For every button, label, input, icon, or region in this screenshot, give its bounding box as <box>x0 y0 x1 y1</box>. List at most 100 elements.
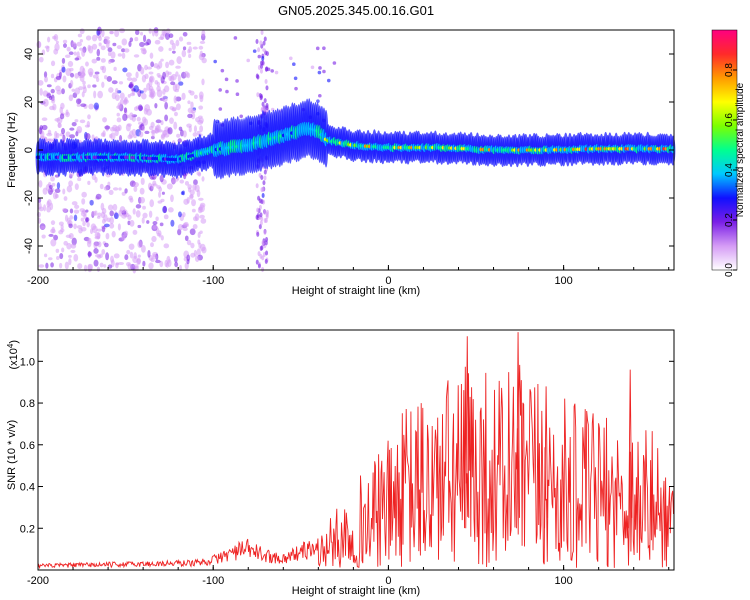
heatmap-sparse-dot <box>316 99 320 103</box>
heatmap-noise-blob <box>83 213 87 220</box>
heatmap-noise-blob <box>93 259 99 267</box>
heatmap-noise-blob <box>134 37 139 42</box>
heatmap-noise-blob <box>85 35 92 41</box>
heatmap-noise-blob <box>97 241 102 248</box>
heatmap-noise-blob <box>101 225 106 233</box>
heatmap-noise-blob <box>38 206 44 212</box>
heatmap-noise-blob <box>173 121 178 130</box>
heatmap-noise-blob <box>69 79 74 88</box>
heatmap-noise-blob <box>118 81 124 85</box>
heatmap-noise-blob <box>74 119 79 123</box>
heatmap-noise-blob <box>79 119 86 124</box>
snr-multiplier-base: (x10 <box>8 348 20 369</box>
heatmap-noise-blob <box>194 255 200 262</box>
heatmap-noise-blob <box>86 120 91 128</box>
heatmap-noise-blob <box>199 214 205 219</box>
heatmap-noise-blob <box>44 45 50 49</box>
heatmap-noise-blob <box>104 125 111 130</box>
heatmap-noise-blob <box>135 210 141 218</box>
colorbar: 0.0 0.2 0.4 0.6 0.8 Normalized spectral ampl… <box>711 29 746 277</box>
heatmap-noise-blob <box>137 240 143 249</box>
heatmap-noise-blob <box>171 50 176 54</box>
heatmap-noise-blob <box>118 135 123 142</box>
heatmap-noise-blob <box>96 56 101 61</box>
heatmap-noise-blob <box>190 101 194 109</box>
heatmap-noise-blob <box>103 36 110 40</box>
heatmap-noise-blob <box>169 39 174 45</box>
y-tick-label: 0.4 <box>20 482 35 494</box>
colorbar-tick-label: 0.4 <box>724 163 735 177</box>
heatmap-noise-blob <box>137 224 142 229</box>
heatmap-noise-blob <box>56 182 61 190</box>
heatmap-noise-blob <box>71 201 78 206</box>
heatmap-sparse-dot <box>294 86 298 91</box>
heatmap-noise-blob <box>149 199 154 208</box>
heatmap-noise-blob <box>186 72 191 79</box>
heatmap-streak-blob <box>262 180 266 186</box>
heatmap-noise-blob <box>144 130 150 135</box>
heatmap-noise-blob <box>194 213 200 221</box>
heatmap-noise-blob <box>189 228 196 236</box>
heatmap-noise-blob <box>144 64 148 71</box>
colorbar-tick-label: 0.2 <box>724 213 735 227</box>
heatmap-streak-blob <box>261 55 265 61</box>
heatmap-noise-blob <box>50 239 57 247</box>
heatmap-noise-blob <box>38 56 44 63</box>
heatmap-sparse-dot <box>233 36 238 40</box>
heatmap-streak-blob <box>261 101 265 107</box>
heatmap-sparse-dot <box>318 93 322 98</box>
heatmap-noise-blob <box>136 257 142 265</box>
heatmap-streak-blob <box>264 79 268 85</box>
heatmap-noise-blob <box>82 80 86 86</box>
heatmap-noise-blob <box>132 181 139 188</box>
heatmap-streak-blob <box>263 229 267 235</box>
heatmap-noise-blob <box>87 180 91 185</box>
heatmap-noise-blob <box>173 111 178 117</box>
heatmap-noise-blob <box>89 199 94 206</box>
heatmap-noise-blob <box>125 72 132 78</box>
heatmap-streak-blob <box>261 60 265 66</box>
heatmap-noise-blob <box>129 92 136 97</box>
heatmap-noise-blob <box>59 252 64 260</box>
heatmap-noise-blob <box>170 219 175 227</box>
heatmap-noise-blob <box>198 53 205 61</box>
heatmap-noise-blob <box>46 132 53 137</box>
colorbar-label: Normalized spectral amplitude <box>735 82 746 217</box>
heatmap-noise-blob <box>186 239 192 246</box>
heatmap-noise-blob <box>74 72 79 79</box>
heatmap-noise-blob <box>46 93 52 99</box>
heatmap-noise-blob <box>41 234 46 239</box>
heatmap-noise-blob <box>128 40 132 48</box>
heatmap-noise-blob <box>56 89 62 95</box>
heatmap-noise-blob <box>168 47 172 52</box>
heatmap-noise-blob <box>159 174 164 183</box>
heatmap-noise-blob <box>193 94 198 99</box>
heatmap-noise-blob <box>54 43 60 52</box>
heatmap-noise-blob <box>129 197 134 203</box>
heatmap-noise-blob <box>187 100 191 105</box>
heatmap-noise-blob <box>198 197 204 201</box>
heatmap-noise-blob <box>187 113 193 119</box>
heatmap-noise-blob <box>192 46 198 50</box>
heatmap-noise-blob <box>50 262 54 268</box>
heatmap-noise-blob <box>115 94 120 102</box>
heatmap-noise-blob <box>123 230 129 237</box>
heatmap-noise-blob <box>77 33 83 38</box>
heatmap-streak-blob <box>259 212 263 218</box>
heatmap-streak-blob <box>263 36 267 42</box>
heatmap-noise-blob <box>99 183 104 190</box>
heatmap-noise-blob <box>134 29 140 36</box>
heatmap-noise-blob <box>85 209 89 213</box>
heatmap-noise-blob <box>87 68 94 76</box>
heatmap-noise-blob <box>41 117 48 121</box>
heatmap-noise-blob <box>150 92 155 99</box>
heatmap-streak-blob <box>259 68 263 74</box>
heatmap-noise-blob <box>131 128 137 136</box>
heatmap-noise-blob <box>152 221 158 226</box>
heatmap-noise-blob <box>186 123 192 128</box>
heatmap-noise-blob <box>38 127 43 135</box>
snr-ticks: -200 -100 0 100 0.2 0.4 0.6 0.8 1.0 <box>20 356 674 587</box>
heatmap-noise-blob <box>177 74 181 83</box>
heatmap-noise-blob <box>69 67 74 72</box>
heatmap-noise-blob <box>54 130 58 139</box>
